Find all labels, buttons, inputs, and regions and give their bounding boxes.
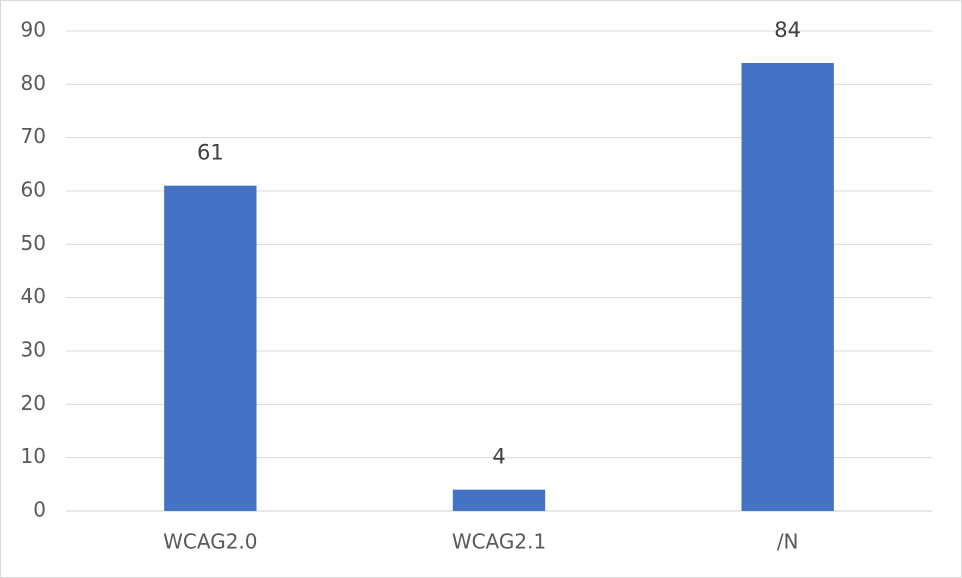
y-tick-label: 40 xyxy=(21,284,46,308)
y-tick-label: 0 xyxy=(33,498,46,522)
bar xyxy=(452,489,546,511)
y-tick-label: 80 xyxy=(21,71,46,95)
x-tick-label: WCAG2.1 xyxy=(452,530,546,554)
value-label: 4 xyxy=(492,445,505,469)
y-tick-label: 20 xyxy=(21,391,46,415)
y-tick-label: 90 xyxy=(21,18,46,42)
y-tick-label: 60 xyxy=(21,178,46,202)
x-tick-label: /N xyxy=(777,530,799,554)
y-tick-label: 70 xyxy=(21,124,46,148)
y-tick-label: 10 xyxy=(21,444,46,468)
bar xyxy=(164,185,257,511)
bar xyxy=(741,63,834,511)
value-label: 61 xyxy=(197,141,224,165)
x-tick-label: WCAG2.0 xyxy=(163,530,257,554)
value-label: 84 xyxy=(774,18,801,42)
y-tick-label: 50 xyxy=(21,231,46,255)
y-tick-label: 30 xyxy=(21,338,46,362)
